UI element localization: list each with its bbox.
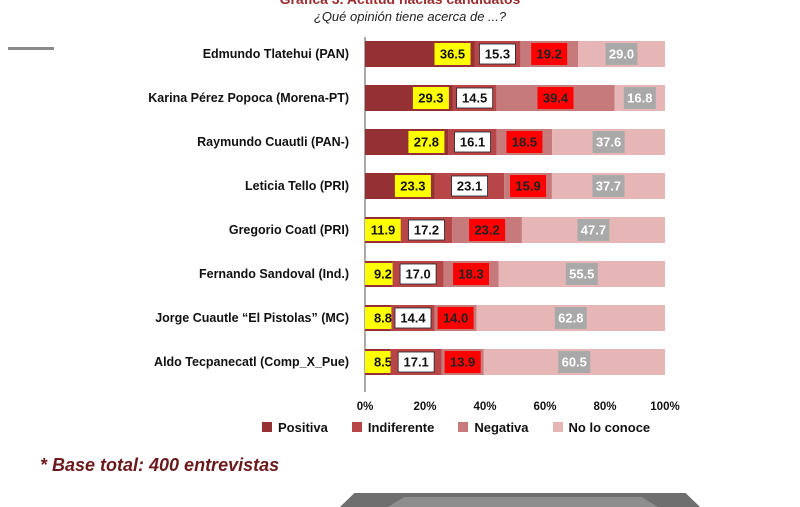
legend-label: Indiferente — [367, 419, 435, 435]
data-label: 36.5 — [440, 47, 465, 62]
data-label-box — [506, 131, 543, 153]
data-label: 14.5 — [462, 91, 487, 106]
data-label: 55.5 — [569, 267, 594, 282]
data-label-box — [412, 87, 449, 109]
base-footnote: * Base total: 400 entrevistas — [40, 455, 280, 475]
data-label: 15.3 — [485, 47, 510, 62]
data-label-box — [510, 175, 547, 197]
data-label: 18.3 — [458, 267, 483, 282]
x-tick-label: 80% — [593, 401, 616, 413]
data-label-box — [434, 43, 471, 65]
data-label-box — [554, 307, 587, 329]
legend-label: Positiva — [278, 419, 328, 435]
category-label: Aldo Tecpanecatl (Comp_X_Pue) — [154, 355, 349, 369]
chart-subtitle: ¿Qué opinión tiene acerca de ...? — [313, 9, 507, 24]
legend-label: Negativa — [474, 419, 529, 435]
data-label-box — [456, 87, 494, 109]
data-label: 14.4 — [400, 311, 426, 326]
category-label: Karina Pérez Popoca (Morena-PT) — [148, 91, 349, 105]
data-label-box — [479, 43, 516, 65]
data-label: 39.4 — [543, 91, 569, 106]
data-label-box — [558, 351, 591, 373]
category-label: Raymundo Cuautli (PAN-) — [197, 135, 349, 149]
data-label: 8.5 — [374, 355, 392, 370]
x-tick-label: 0% — [357, 401, 374, 413]
data-label-box — [577, 219, 610, 241]
stacked-bar-chart: Edmundo Tlatehui (PAN) 36.5 15.3 19.2 29.0 Ka… — [148, 37, 680, 413]
data-label-box — [444, 351, 481, 373]
data-label-box — [565, 263, 598, 285]
decorative-rule — [8, 47, 54, 50]
data-label-box — [623, 87, 656, 109]
footer-decoration-inner — [388, 497, 658, 507]
legend-swatch — [552, 422, 563, 432]
chart-title: Gráfica 3. Actitud hacias candidatos — [0, 0, 800, 9]
data-label: 23.2 — [474, 223, 499, 238]
data-label: 47.7 — [581, 223, 606, 238]
x-tick-label: 60% — [533, 401, 556, 413]
data-label-box — [394, 307, 432, 329]
data-label-box — [399, 263, 437, 285]
data-label: 19.2 — [537, 47, 562, 62]
chart-legend: Positiva Indiferente Negativa No lo conoce — [262, 418, 650, 436]
data-label: 29.3 — [418, 91, 443, 106]
data-label: 16.8 — [627, 91, 652, 106]
data-label-box — [397, 351, 435, 373]
data-label-box — [408, 131, 445, 153]
category-label: Leticia Tello (PRI) — [245, 179, 349, 193]
data-label: 62.8 — [558, 311, 583, 326]
data-label-box — [605, 43, 638, 65]
data-label: 27.8 — [414, 135, 439, 150]
data-label-box — [408, 219, 445, 241]
category-label: Fernando Sandoval (Ind.) — [199, 267, 349, 281]
category-label: Jorge Cuautle “El Pistolas” (MC) — [155, 311, 349, 325]
x-tick-label: 40% — [473, 401, 496, 413]
legend-label: No lo conoce — [568, 419, 651, 435]
data-label: 29.0 — [609, 47, 634, 62]
legend-item: Negativa — [458, 419, 529, 435]
data-label: 11.9 — [371, 223, 396, 238]
data-label-box — [437, 307, 474, 329]
data-label-box — [592, 175, 625, 197]
data-label: 37.6 — [596, 135, 621, 150]
data-label: 17.1 — [403, 355, 428, 370]
legend-swatch — [458, 422, 469, 432]
data-label-box — [453, 263, 490, 285]
legend-swatch — [351, 422, 362, 432]
data-label: 14.0 — [443, 311, 468, 326]
legend-item: Indiferente — [351, 419, 435, 435]
data-label-box — [469, 219, 506, 241]
category-label: Edmundo Tlatehui (PAN) — [203, 47, 349, 61]
data-label-box — [454, 131, 491, 153]
data-label: 23.1 — [457, 179, 482, 194]
data-label: 13.9 — [450, 355, 475, 370]
x-tick-label: 100% — [650, 401, 679, 413]
data-label: 23.3 — [400, 179, 425, 194]
category-label: Gregorio Coatl (PRI) — [229, 223, 349, 237]
legend-swatch — [262, 422, 272, 432]
data-label: 16.1 — [460, 135, 485, 150]
data-label: 17.0 — [405, 267, 430, 282]
data-label: 15.9 — [515, 179, 540, 194]
data-label-box — [365, 263, 401, 285]
data-label: 18.5 — [512, 135, 537, 150]
legend-item: No lo conoce — [552, 419, 651, 435]
x-tick-label: 20% — [413, 401, 436, 413]
data-label: 37.7 — [596, 179, 621, 194]
data-label: 9.2 — [374, 267, 392, 282]
data-label: 17.2 — [414, 223, 439, 238]
legend-item: Positiva — [262, 420, 328, 435]
data-label-box — [531, 43, 568, 65]
data-label-box — [394, 175, 431, 197]
data-label-box — [451, 175, 488, 197]
data-label-box — [537, 87, 574, 109]
data-label: 8.8 — [374, 311, 392, 326]
data-label-box — [592, 131, 625, 153]
data-label-box — [365, 219, 401, 241]
data-label: 60.5 — [562, 355, 587, 370]
